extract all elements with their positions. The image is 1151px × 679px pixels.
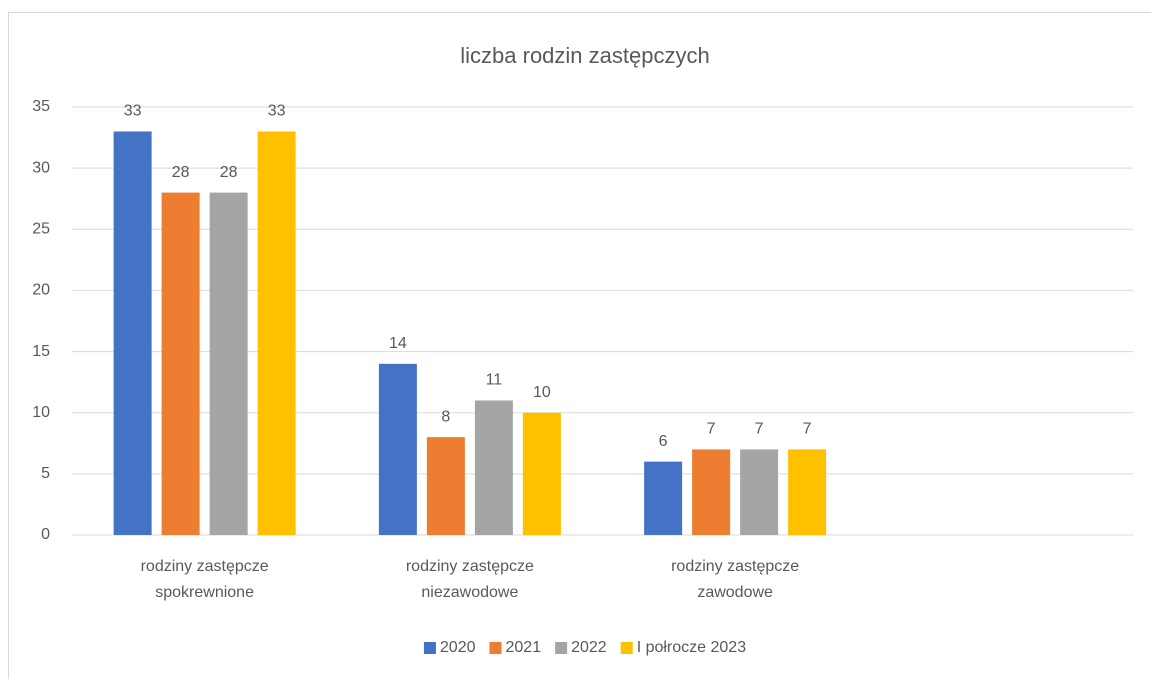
y-tick-label: 20	[32, 282, 50, 299]
y-tick-label: 0	[41, 526, 50, 543]
legend-swatch	[555, 642, 568, 654]
bar	[113, 131, 152, 535]
data-label: 8	[441, 408, 450, 425]
bar	[644, 461, 683, 535]
bar	[426, 437, 465, 535]
chart-title: liczba rodzin zastępczych	[460, 43, 709, 68]
y-tick-label: 30	[32, 159, 50, 176]
data-label: 10	[533, 384, 551, 401]
bar	[740, 449, 779, 535]
y-tick-label: 35	[32, 98, 50, 115]
legend-swatch	[423, 642, 436, 654]
y-tick-label: 5	[41, 465, 50, 482]
data-label: 28	[172, 164, 190, 181]
legend-swatch	[489, 642, 502, 654]
legend-label: I połrocze 2023	[637, 639, 747, 656]
bar	[161, 192, 200, 535]
legend-label: 2020	[440, 639, 476, 656]
bar	[522, 412, 561, 535]
data-label: 7	[755, 421, 764, 438]
x-tick-label: rodziny zastępcze spokrewnione	[141, 558, 269, 601]
y-tick-label: 25	[32, 221, 50, 238]
data-label: 7	[707, 421, 716, 438]
data-label: 11	[486, 372, 503, 389]
legend-label: 2021	[506, 639, 542, 656]
data-label: 7	[803, 421, 812, 438]
bar	[692, 449, 731, 535]
data-label: 6	[659, 433, 668, 450]
x-tick-label: rodziny zastępcze niezawodowe	[406, 558, 534, 601]
data-label: 28	[220, 164, 238, 181]
data-label: 14	[389, 335, 407, 352]
x-tick-label: rodziny zastępcze zawodowe	[671, 558, 799, 601]
legend-label: 2022	[571, 639, 607, 656]
bar	[209, 192, 248, 535]
legend-swatch	[620, 642, 633, 654]
y-tick-label: 15	[32, 343, 50, 360]
bar	[378, 363, 417, 535]
bar	[474, 400, 513, 535]
bar	[788, 449, 827, 535]
y-tick-label: 10	[32, 404, 50, 421]
bar	[257, 131, 296, 535]
data-label: 33	[268, 103, 286, 120]
data-label: 33	[124, 103, 142, 120]
